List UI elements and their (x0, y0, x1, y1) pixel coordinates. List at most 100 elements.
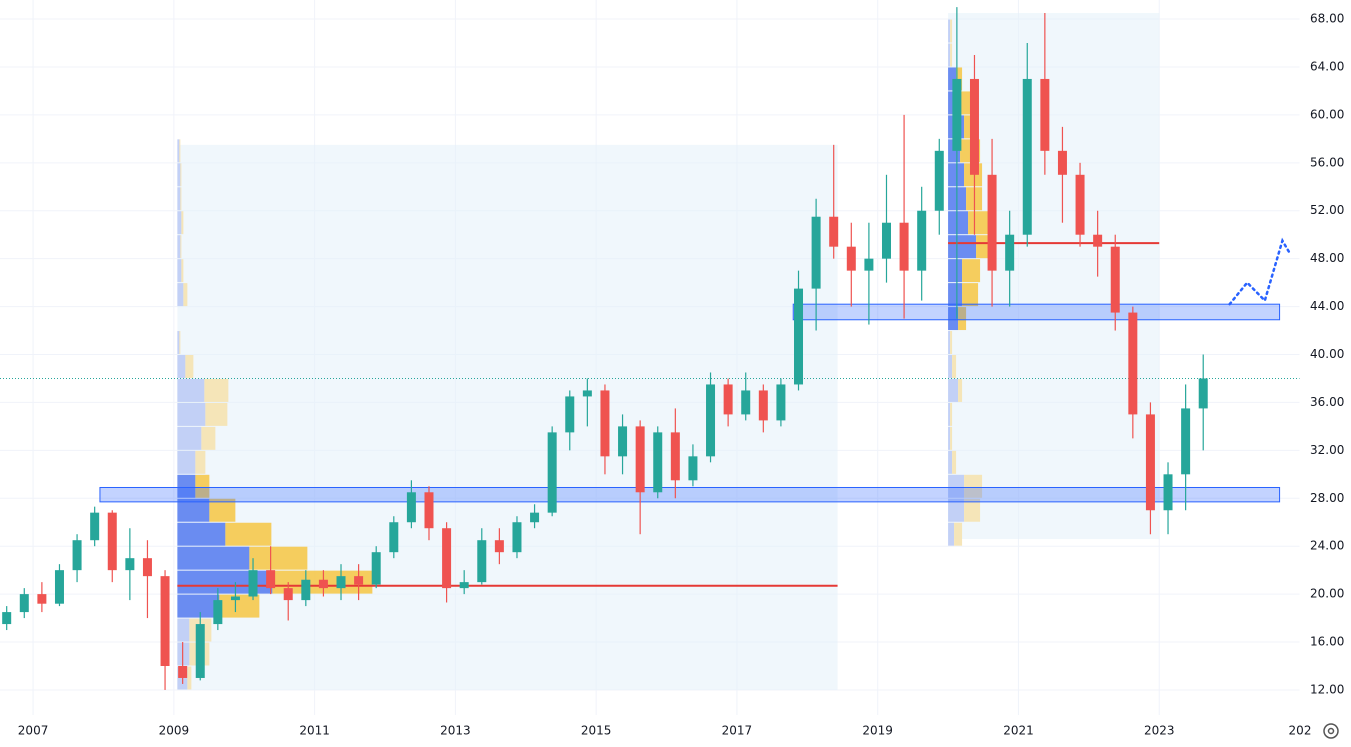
y-tick-label: 28.00 (1310, 491, 1344, 505)
candle-body (354, 576, 364, 585)
profile-down (950, 426, 953, 450)
candle-body (706, 384, 716, 457)
y-tick-label: 68.00 (1310, 12, 1344, 26)
profile-up (177, 570, 273, 594)
x-tick-label: 2021 (1003, 724, 1034, 738)
profile-down (962, 283, 979, 307)
candle-body (1093, 234, 1103, 247)
profile-down (195, 450, 206, 474)
candle-body (107, 512, 117, 571)
candle-body (424, 492, 434, 529)
profile-down (958, 307, 967, 331)
profile-up (177, 259, 182, 283)
profile-down (195, 474, 210, 498)
profile-up (948, 19, 951, 43)
profile-up (177, 450, 196, 474)
candle-body (1128, 312, 1138, 415)
candle-body (811, 216, 821, 289)
profile-down (185, 355, 194, 378)
profile-up (948, 331, 951, 355)
profile-down (183, 283, 188, 307)
candle-body (1040, 78, 1050, 151)
support-zone (99, 486, 1281, 503)
candle-body (178, 665, 188, 678)
gear-inner (1327, 727, 1335, 735)
candle-body (459, 582, 469, 589)
profile-down (954, 522, 963, 546)
y-tick-label: 52.00 (1310, 203, 1344, 217)
candle-body (969, 78, 979, 175)
support-zone (792, 303, 1281, 321)
profile-up (948, 307, 959, 331)
candle-body (864, 258, 874, 271)
profile-up (948, 43, 951, 67)
x-tick-label: 202 (1289, 724, 1312, 738)
profile-up (948, 283, 963, 307)
profile-down (950, 331, 953, 355)
candle-body (125, 558, 135, 571)
profile-down (209, 498, 236, 522)
profile-down (950, 43, 953, 67)
profile-down (950, 19, 953, 43)
candle-body (530, 512, 540, 523)
profile-down (249, 546, 308, 570)
x-tick-label: 2009 (159, 724, 190, 738)
profile-range (177, 144, 838, 690)
candle-body (688, 456, 698, 481)
profile-up (948, 450, 953, 474)
profile-up (177, 546, 250, 570)
projection-path (1228, 237, 1291, 306)
profile-up (948, 355, 953, 378)
x-tick-label: 2013 (440, 724, 471, 738)
candle-body (1022, 78, 1032, 235)
profile-up (177, 235, 181, 259)
profile-up (948, 67, 957, 91)
y-tick-label: 64.00 (1310, 59, 1344, 73)
profile-up (177, 331, 180, 355)
profile-up (177, 139, 180, 163)
profile-up (177, 642, 190, 666)
profile-down (205, 402, 228, 426)
profile-up (177, 426, 202, 450)
candle-body (266, 570, 276, 589)
candle-body (917, 210, 927, 271)
profile-down (225, 522, 272, 546)
candle-body (987, 174, 997, 271)
candle-body (547, 432, 557, 513)
x-tick-label: 2011 (299, 724, 330, 738)
candle-body (283, 588, 293, 601)
candle-body (72, 540, 82, 571)
x-tick-label: 2015 (581, 724, 612, 738)
profile-up (948, 378, 959, 402)
profile-up (177, 163, 181, 187)
profile-up (177, 187, 181, 211)
profile-up (177, 378, 205, 402)
candle-body (1198, 378, 1208, 409)
profile-up (948, 498, 965, 522)
candle-body (794, 288, 804, 385)
profile-up (948, 426, 951, 450)
candle-body (723, 384, 733, 415)
candle-body (846, 246, 856, 271)
profile-up (177, 211, 182, 235)
candle-body (653, 432, 663, 493)
candle-body (371, 552, 381, 585)
candle-body (776, 384, 786, 421)
y-tick-label: 24.00 (1310, 539, 1344, 553)
settings-button[interactable] (1323, 723, 1339, 739)
profile-down (179, 139, 181, 163)
candle-body (477, 540, 487, 583)
candle-body (213, 600, 223, 625)
profile-up (177, 283, 184, 307)
profile-up (948, 211, 969, 235)
profile-up (177, 522, 226, 546)
y-tick-label: 16.00 (1310, 635, 1344, 649)
profile-up (177, 498, 210, 522)
profile-up (948, 402, 951, 426)
candle-body (899, 222, 909, 271)
profile-down (952, 355, 957, 378)
x-tick-label: 2017 (722, 724, 753, 738)
candle-body (230, 596, 240, 601)
candle-body (2, 612, 12, 625)
candle-body (1163, 474, 1173, 511)
